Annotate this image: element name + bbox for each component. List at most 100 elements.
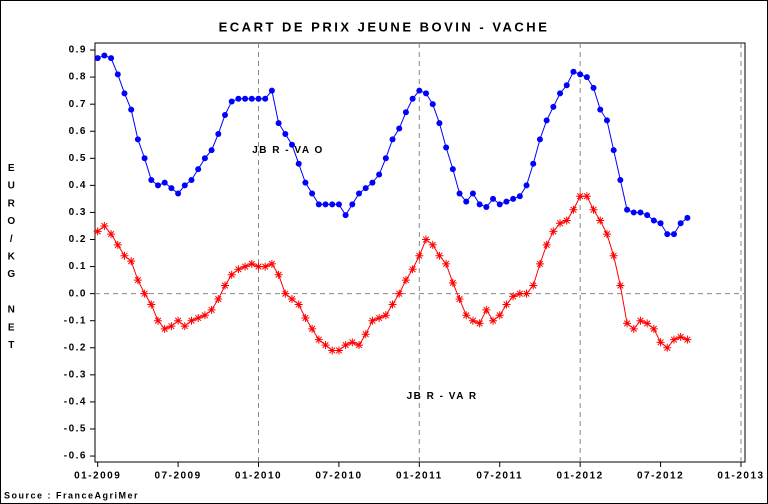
data-point <box>448 278 457 287</box>
data-point <box>322 201 329 208</box>
data-point <box>195 166 202 173</box>
data-point <box>495 311 504 320</box>
x-tick-label: 01-2009 <box>74 471 121 482</box>
data-point <box>535 259 544 268</box>
data-point <box>248 95 255 102</box>
data-point <box>684 214 691 221</box>
data-point <box>235 95 242 102</box>
data-point <box>200 311 209 320</box>
data-point <box>381 311 390 320</box>
data-point <box>113 240 122 249</box>
data-point <box>334 346 343 355</box>
data-point <box>663 343 672 352</box>
data-point <box>167 322 176 331</box>
data-point <box>382 155 389 162</box>
y-tick-label: 0.2 <box>69 234 87 245</box>
data-point <box>683 335 692 344</box>
data-point <box>428 240 437 249</box>
data-point <box>201 155 208 162</box>
data-point <box>174 316 183 325</box>
data-point <box>376 171 383 178</box>
data-point <box>476 201 483 208</box>
data-point <box>536 136 543 143</box>
y-tick-label: -0.1 <box>64 315 87 326</box>
data-point <box>643 319 652 328</box>
data-point <box>94 55 101 62</box>
data-point <box>214 295 223 304</box>
data-point <box>180 322 189 331</box>
data-point <box>616 281 625 290</box>
data-point <box>228 98 235 105</box>
data-point <box>597 106 604 113</box>
data-point <box>242 95 249 102</box>
data-point <box>543 117 550 124</box>
y-tick-label: 0.7 <box>69 99 87 110</box>
data-point <box>141 155 148 162</box>
data-point <box>523 182 530 189</box>
data-point <box>462 311 471 320</box>
data-point <box>288 295 297 304</box>
data-point <box>509 292 518 301</box>
y-tick-label: 0.5 <box>69 153 87 164</box>
data-point <box>456 190 463 197</box>
data-point <box>569 205 578 214</box>
data-point <box>309 190 316 197</box>
data-point <box>107 230 116 239</box>
data-point <box>529 281 538 290</box>
data-point <box>147 300 156 309</box>
data-point <box>181 182 188 189</box>
y-tick-label: -0.5 <box>64 424 87 435</box>
data-point <box>121 90 128 97</box>
data-point <box>475 319 484 328</box>
data-point <box>389 136 396 143</box>
x-tick-label: 07-2011 <box>476 471 523 482</box>
data-point <box>395 289 404 298</box>
data-point <box>355 341 364 350</box>
data-point <box>335 201 342 208</box>
data-point <box>423 90 430 97</box>
data-point <box>429 101 436 108</box>
data-point <box>496 201 503 208</box>
x-tick-label: 07-2009 <box>154 471 201 482</box>
data-point <box>268 87 275 94</box>
data-point <box>294 300 303 309</box>
data-point <box>247 259 256 268</box>
data-point <box>609 251 618 260</box>
data-point <box>502 300 511 309</box>
data-point <box>368 316 377 325</box>
data-point <box>489 316 498 325</box>
data-point <box>570 68 577 75</box>
y-tick-label: 0.9 <box>69 45 87 56</box>
data-point <box>281 289 290 298</box>
data-point <box>669 335 678 344</box>
data-point <box>510 195 517 202</box>
data-point <box>194 314 203 323</box>
y-tick-label: 0.3 <box>69 207 87 218</box>
data-point <box>415 251 424 260</box>
data-point <box>396 125 403 132</box>
data-point <box>208 147 215 154</box>
data-point <box>315 201 322 208</box>
data-point <box>342 212 349 219</box>
data-point <box>168 185 175 192</box>
data-point <box>623 319 632 328</box>
data-point <box>656 338 665 347</box>
data-point <box>369 179 376 186</box>
data-point <box>670 231 677 238</box>
data-point <box>221 281 229 290</box>
data-point <box>314 335 323 344</box>
data-point <box>556 219 565 228</box>
data-point <box>188 176 195 183</box>
data-point <box>515 289 524 298</box>
data-point <box>657 220 664 227</box>
y-tick-label: 0.8 <box>69 72 87 83</box>
data-point <box>563 82 570 89</box>
data-point <box>436 120 443 127</box>
data-point <box>255 95 262 102</box>
y-tick-label: 0.4 <box>69 180 87 191</box>
data-point <box>215 130 222 137</box>
data-point <box>516 193 523 200</box>
data-point <box>522 289 531 298</box>
